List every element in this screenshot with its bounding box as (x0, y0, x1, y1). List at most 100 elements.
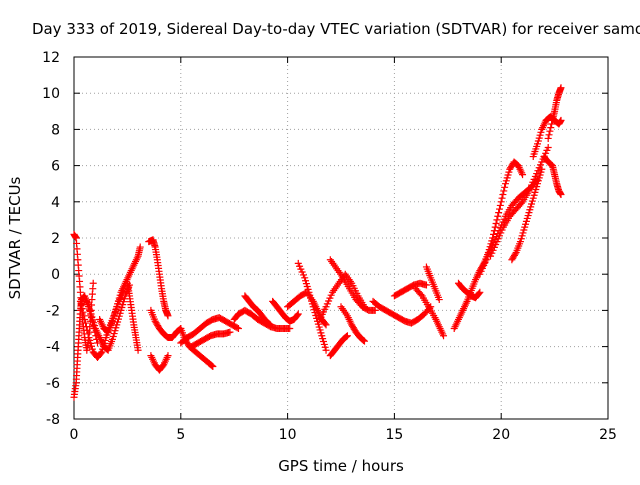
data-point (209, 363, 217, 371)
data-point (79, 308, 87, 316)
data-point (266, 320, 274, 328)
series-arc-14 (241, 292, 275, 329)
data-point (359, 336, 367, 344)
data-point (491, 223, 499, 231)
data-point (343, 332, 351, 340)
data-point (498, 194, 506, 202)
data-point (440, 332, 448, 340)
data-point (495, 209, 503, 217)
data-point (343, 332, 351, 340)
data-point (544, 134, 552, 142)
series-arc-17 (294, 259, 330, 354)
data-point (517, 199, 525, 207)
data-point (557, 191, 565, 199)
data-point (547, 124, 555, 132)
series-arc-34 (540, 153, 565, 199)
data-point (496, 201, 504, 209)
data-point (422, 281, 430, 289)
y-tick-label: 12 (42, 50, 60, 66)
series-arc-18 (316, 270, 368, 323)
data-point (265, 319, 273, 327)
series-arc-20 (337, 303, 368, 345)
data-point (234, 325, 242, 332)
series-arc-29 (476, 176, 542, 278)
data-point (360, 336, 368, 344)
data-point (293, 311, 301, 319)
data-point (176, 325, 184, 333)
data-point (557, 116, 565, 124)
data-point (84, 330, 92, 338)
data-point (207, 361, 215, 369)
data-point (82, 323, 90, 331)
data-point (557, 84, 565, 92)
data-point (322, 321, 330, 329)
series-arc-22 (369, 297, 435, 327)
data-point (417, 290, 425, 298)
data-point (208, 362, 216, 370)
data-point (80, 293, 88, 301)
series-arc-30 (487, 144, 552, 260)
data-point (103, 327, 111, 335)
series-arc-21 (326, 332, 351, 360)
x-tick-label: 25 (599, 427, 617, 443)
data-point (497, 198, 505, 206)
data-point (164, 352, 172, 360)
data-point (83, 326, 91, 334)
y-axis-label: SDTVAR / TECUs (6, 176, 24, 299)
data-point (538, 165, 546, 173)
data-point (322, 346, 330, 354)
data-point (544, 144, 552, 151)
data-point (78, 305, 86, 313)
data-point (475, 289, 483, 297)
series-arc-31 (508, 165, 546, 264)
data-point (134, 346, 142, 354)
data-point (501, 183, 509, 191)
series-arc-27 (454, 279, 484, 302)
series-arc-24 (412, 285, 448, 340)
x-tick-label: 15 (385, 427, 403, 443)
data-point (226, 328, 234, 336)
data-point (103, 345, 111, 353)
data-point (499, 191, 507, 199)
series-arc-8 (147, 352, 172, 374)
data-point (494, 212, 502, 220)
data-points (70, 84, 565, 401)
y-tick-label: -6 (46, 376, 60, 392)
data-point (82, 319, 90, 327)
data-point (493, 216, 501, 224)
data-point (81, 315, 89, 323)
data-point (360, 337, 368, 345)
x-tick-label: 10 (279, 427, 297, 443)
y-tick-label: 6 (51, 159, 60, 175)
data-point (97, 349, 105, 357)
series-arc-23 (390, 279, 430, 300)
data-point (545, 131, 553, 139)
series-arc-9 (147, 306, 185, 342)
data-point (136, 243, 144, 251)
y-tick-label: 4 (51, 195, 60, 211)
series-arc-15 (269, 297, 302, 325)
series-arc-5 (96, 243, 144, 336)
series-arc-33 (544, 84, 565, 142)
axes-ticks: 0 5 10 15 20 25 -8 -6 -4 -2 0 2 4 6 8 10 12 (42, 50, 617, 443)
data-point (294, 310, 302, 318)
series-arc-12 (187, 328, 234, 351)
y-tick-label: 2 (51, 231, 60, 247)
x-tick-label: 0 (70, 427, 79, 443)
data-point (80, 312, 88, 320)
data-point (500, 187, 508, 195)
data-point (76, 297, 84, 305)
data-point (286, 325, 294, 332)
data-point (267, 321, 275, 329)
y-tick-label: -4 (46, 340, 60, 356)
data-point (548, 120, 556, 128)
series-arc-7 (145, 236, 172, 320)
data-point (435, 296, 443, 304)
data-point (371, 306, 379, 314)
series-arc-19 (326, 256, 379, 314)
data-point (519, 171, 527, 179)
data-point (476, 288, 484, 296)
y-tick-label: -2 (46, 303, 60, 319)
data-point (492, 220, 500, 228)
